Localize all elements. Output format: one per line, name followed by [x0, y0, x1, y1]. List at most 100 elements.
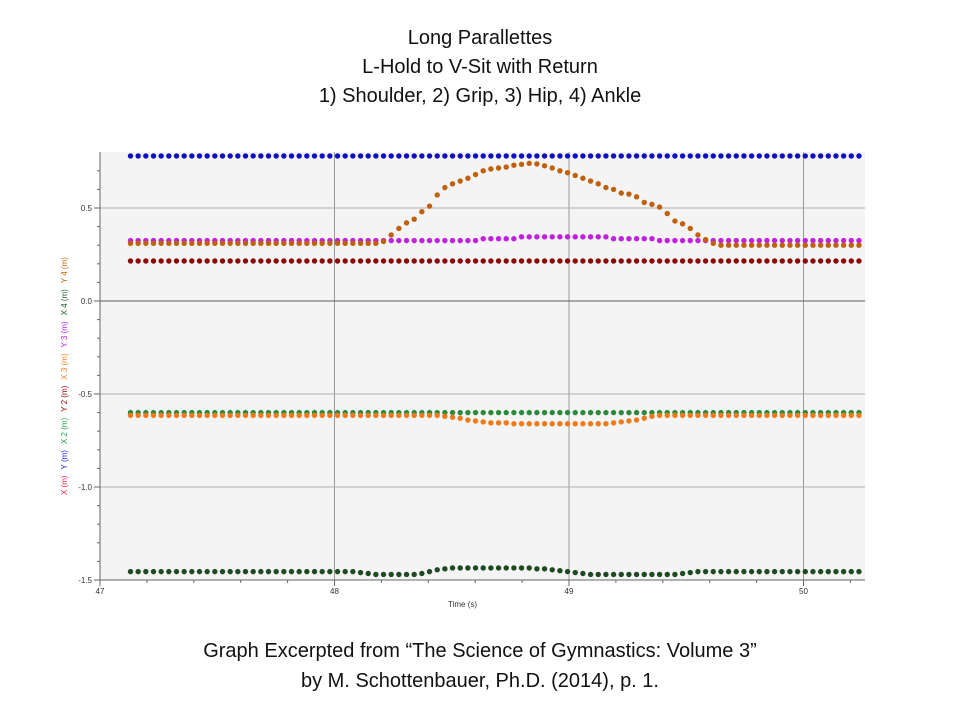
- data-point: [687, 237, 693, 244]
- data-point: [595, 409, 601, 416]
- data-point: [802, 258, 808, 264]
- data-point: [549, 421, 555, 427]
- data-point: [296, 153, 302, 159]
- data-point: [396, 571, 402, 578]
- data-point: [173, 258, 180, 264]
- data-point: [158, 153, 164, 159]
- data-point: [150, 153, 157, 159]
- data-point: [672, 153, 678, 159]
- data-point: [526, 565, 532, 571]
- data-point: [227, 153, 233, 159]
- data-point: [580, 570, 586, 577]
- data-point: [281, 153, 287, 159]
- data-point: [695, 237, 701, 244]
- data-point: [702, 236, 709, 243]
- data-point: [641, 415, 647, 421]
- data-point: [311, 240, 318, 247]
- data-point: [189, 240, 195, 247]
- data-point: [419, 237, 425, 244]
- data-point: [840, 237, 847, 244]
- data-point: [595, 234, 601, 240]
- data-point: [833, 258, 839, 264]
- data-point: [771, 568, 778, 575]
- data-point: [771, 237, 778, 244]
- data-point: [281, 412, 287, 419]
- data-point: [840, 568, 847, 575]
- data-point: [741, 237, 747, 244]
- data-point: [557, 153, 563, 159]
- chart-title-line-3: 1) Shoulder, 2) Grip, 3) Hip, 4) Ankle: [318, 85, 642, 107]
- data-point: [656, 258, 663, 264]
- data-point: [649, 409, 655, 416]
- data-point: [603, 421, 609, 427]
- data-point: [518, 409, 525, 416]
- data-point: [166, 568, 172, 575]
- data-point: [127, 153, 134, 159]
- data-point: [626, 409, 632, 416]
- data-point: [288, 412, 295, 419]
- data-point: [733, 242, 739, 248]
- y-axis-label-part: X 4 (m): [60, 289, 69, 316]
- data-point: [442, 184, 448, 191]
- data-point: [480, 168, 486, 174]
- data-point: [304, 240, 310, 247]
- data-point: [580, 258, 586, 264]
- data-point: [281, 568, 287, 575]
- data-point: [779, 412, 785, 419]
- data-point: [334, 240, 341, 247]
- data-point: [718, 153, 724, 159]
- data-point: [664, 153, 670, 159]
- data-point: [449, 153, 456, 159]
- data-point: [603, 571, 609, 578]
- data-point: [503, 153, 509, 159]
- data-point: [265, 412, 272, 419]
- data-point: [741, 153, 747, 159]
- data-point: [756, 153, 762, 159]
- data-point: [725, 412, 732, 419]
- data-point: [250, 153, 256, 159]
- data-point: [396, 153, 402, 159]
- data-point: [649, 258, 655, 264]
- data-point: [541, 163, 548, 169]
- data-point: [488, 565, 494, 571]
- data-point: [534, 409, 540, 416]
- data-point: [764, 258, 770, 264]
- data-point: [135, 258, 141, 264]
- data-point: [495, 409, 502, 416]
- data-point: [541, 409, 548, 416]
- data-point: [396, 237, 402, 244]
- data-point: [764, 237, 770, 244]
- data-point: [557, 409, 563, 416]
- data-point: [380, 238, 387, 245]
- data-point: [526, 258, 532, 264]
- data-point: [833, 153, 839, 159]
- data-point: [388, 258, 394, 264]
- data-point: [227, 258, 233, 264]
- data-point: [810, 237, 816, 244]
- data-point: [603, 184, 609, 191]
- data-point: [549, 258, 555, 264]
- data-point: [472, 418, 479, 424]
- data-point: [503, 409, 509, 416]
- data-point: [825, 237, 831, 244]
- data-point: [311, 153, 318, 159]
- data-point: [802, 412, 808, 419]
- data-point: [181, 153, 187, 159]
- data-point: [204, 258, 210, 264]
- data-point: [127, 258, 134, 264]
- data-point: [380, 153, 387, 159]
- data-point: [181, 240, 187, 247]
- data-point: [173, 568, 180, 575]
- data-point: [495, 258, 502, 264]
- data-point: [296, 240, 302, 247]
- data-point: [495, 235, 502, 242]
- data-point: [695, 153, 701, 159]
- data-point: [327, 153, 333, 159]
- data-point: [779, 568, 785, 575]
- data-point: [633, 571, 640, 578]
- data-point: [327, 240, 333, 247]
- data-point: [442, 566, 448, 572]
- data-point: [672, 218, 678, 224]
- data-point: [656, 412, 663, 419]
- data-point: [733, 153, 739, 159]
